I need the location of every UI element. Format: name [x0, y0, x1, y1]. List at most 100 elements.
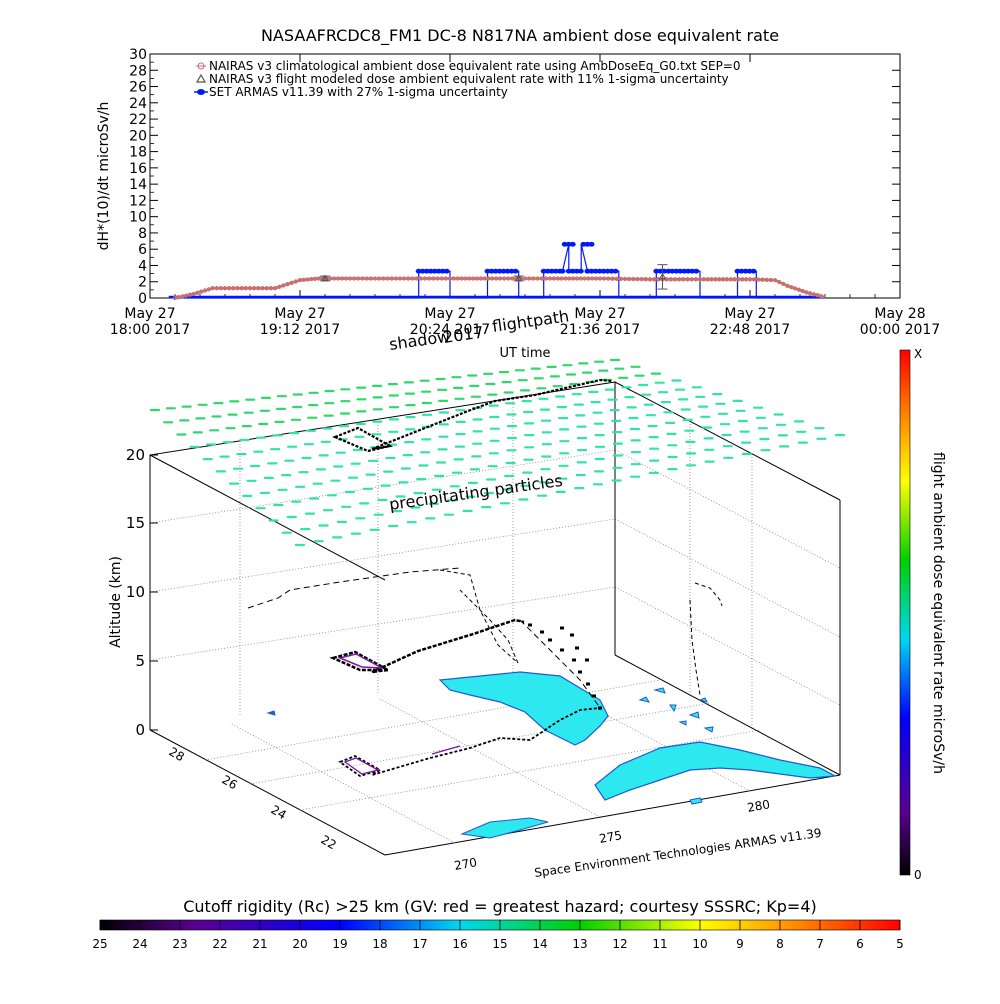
colorbar-tick-label: 8 [776, 937, 784, 951]
series-nairas-clim-point [206, 287, 211, 292]
y-tick-label: 20 [129, 128, 147, 144]
flight-3d-panel: 0 5 10 15 20 Altitude (km) 28 26 24 22 270 275 28… [108, 306, 846, 880]
series-nairas-clim-point [531, 276, 536, 281]
series-nairas-clim-point [285, 282, 290, 287]
series-nairas-clim-point [431, 276, 436, 281]
figure-title: NASAAFRCDC8_FM1 DC-8 N817NA ambient dose… [261, 26, 779, 46]
series-nairas-clim-point [418, 276, 423, 281]
series-nairas-clim-point [807, 291, 813, 296]
x-tick-label-time: 22:48 2017 [710, 322, 790, 338]
precipitating-particles-layer [149, 358, 846, 547]
colorbar-tick-label: 6 [856, 937, 864, 951]
series-nairas-clim-point [677, 277, 682, 282]
series-nairas-clim-point [502, 276, 507, 281]
y-tick-label: 26 [129, 80, 147, 96]
series-nairas-clim-point [191, 291, 196, 297]
series-nairas-clim-point [567, 276, 572, 281]
y-tick-label: 10 [129, 210, 147, 226]
series-nairas-clim-point [510, 276, 515, 281]
y-tick-label: 16 [129, 161, 147, 177]
flight-tracks [247, 378, 723, 777]
colorbar-tick-label: 16 [452, 937, 467, 951]
longitude-tick-label: 270 [453, 855, 478, 873]
series-nairas-clim-point [187, 292, 193, 297]
series-nairas-clim-point [397, 276, 403, 281]
series-nairas-clim-point [410, 276, 415, 281]
horizontal-colorbar-label: Cutoff rigidity (Rc) >25 km (GV: red = g… [183, 897, 817, 916]
series-nairas-clim-point [368, 276, 373, 281]
series-nairas-clim-point [539, 276, 544, 281]
altitude-tick-label: 0 [135, 721, 145, 739]
series-nairas-clim-point [631, 276, 636, 282]
series-nairas-clim-point [772, 277, 778, 283]
x-tick-label-time: 19:12 2017 [260, 322, 340, 338]
x-tick-label-date: May 27 [274, 306, 325, 322]
series-nairas-clim-point [582, 276, 587, 281]
right-side-track [689, 582, 723, 696]
series-nairas-clim-point [543, 276, 548, 281]
series-nairas-clim-point [406, 276, 411, 281]
y-tick-label: 24 [129, 96, 147, 112]
x-axis-label: UT time [500, 346, 551, 361]
series-nairas-clim-point [811, 292, 816, 297]
series-nairas-clim-point [389, 276, 394, 281]
series-nairas-clim-point [597, 276, 603, 281]
series-nairas-clim-point [764, 277, 769, 282]
series-nairas-clim-point [343, 276, 349, 281]
series-nairas-clim-point [652, 277, 657, 282]
series-armas-point [750, 268, 757, 274]
box-grid [149, 398, 841, 844]
series-nairas-clim-point [627, 276, 632, 282]
series-nairas-clim-point [815, 293, 820, 298]
latitude-tick-label: 22 [319, 832, 339, 852]
series-nairas-clim-point [235, 286, 240, 291]
y-tick-label: 0 [138, 291, 147, 307]
altitude-tick-label: 5 [135, 652, 145, 670]
series-nairas-clim-point [243, 286, 248, 291]
series-nairas-clim-point [756, 277, 761, 282]
series-nairas-clim-point [427, 276, 432, 281]
y-axis-label: dH*(10)/dt microSv/h [96, 102, 112, 251]
series-nairas-model-point [514, 274, 523, 281]
legend-marker-filled [197, 89, 205, 95]
series-nairas-clim-point [574, 276, 580, 281]
series-nairas-clim-point [247, 286, 253, 291]
mid-flightpath [329, 618, 525, 674]
series-armas-point [612, 268, 619, 274]
series-nairas-clim-point [724, 277, 730, 282]
colorbar-tick-label: 14 [532, 937, 547, 951]
series-nairas-clim-point [356, 276, 361, 281]
series-nairas-clim-point [467, 276, 472, 281]
altitude-tick-label: 20 [126, 446, 145, 464]
series-nairas-clim-point [372, 276, 378, 281]
series-nairas-clim-point [439, 276, 444, 281]
series-nairas-clim-point [336, 276, 341, 281]
series-nairas-model-point [321, 274, 329, 281]
colorbar-tick-label: 24 [132, 937, 147, 951]
series-nairas-clim-point [195, 290, 200, 295]
series-nairas-clim-point [451, 276, 456, 281]
flight-vertical-descent [439, 569, 519, 664]
series-nairas-clim-point [672, 277, 678, 282]
series-nairas-clim-point [272, 286, 278, 291]
colorbar-tick-label: 9 [736, 937, 744, 951]
series-nairas-clim-point [277, 284, 282, 290]
series-nairas-clim-point [740, 277, 745, 282]
colorbar-tick-label: 5 [896, 937, 904, 951]
series-armas-point [443, 268, 450, 274]
y-tick-label: 12 [129, 193, 147, 209]
x-tick-label-date: May 27 [574, 306, 625, 322]
series-nairas-clim-point [819, 294, 824, 299]
series-nairas-clim-point [316, 276, 321, 281]
vertical-colorbar-top-label: X [914, 347, 922, 361]
longitude-tick-label: 280 [746, 797, 771, 815]
series-nairas-clim-point [639, 277, 644, 282]
series-nairas-clim-point [176, 295, 181, 300]
colorbar-tick-label: 20 [292, 937, 307, 951]
x-tick-label-time: 00:00 2017 [860, 322, 940, 338]
series-nairas-clim-point [590, 276, 595, 281]
series-nairas-clim-point [414, 276, 419, 281]
series-nairas-clim-point [227, 286, 232, 291]
